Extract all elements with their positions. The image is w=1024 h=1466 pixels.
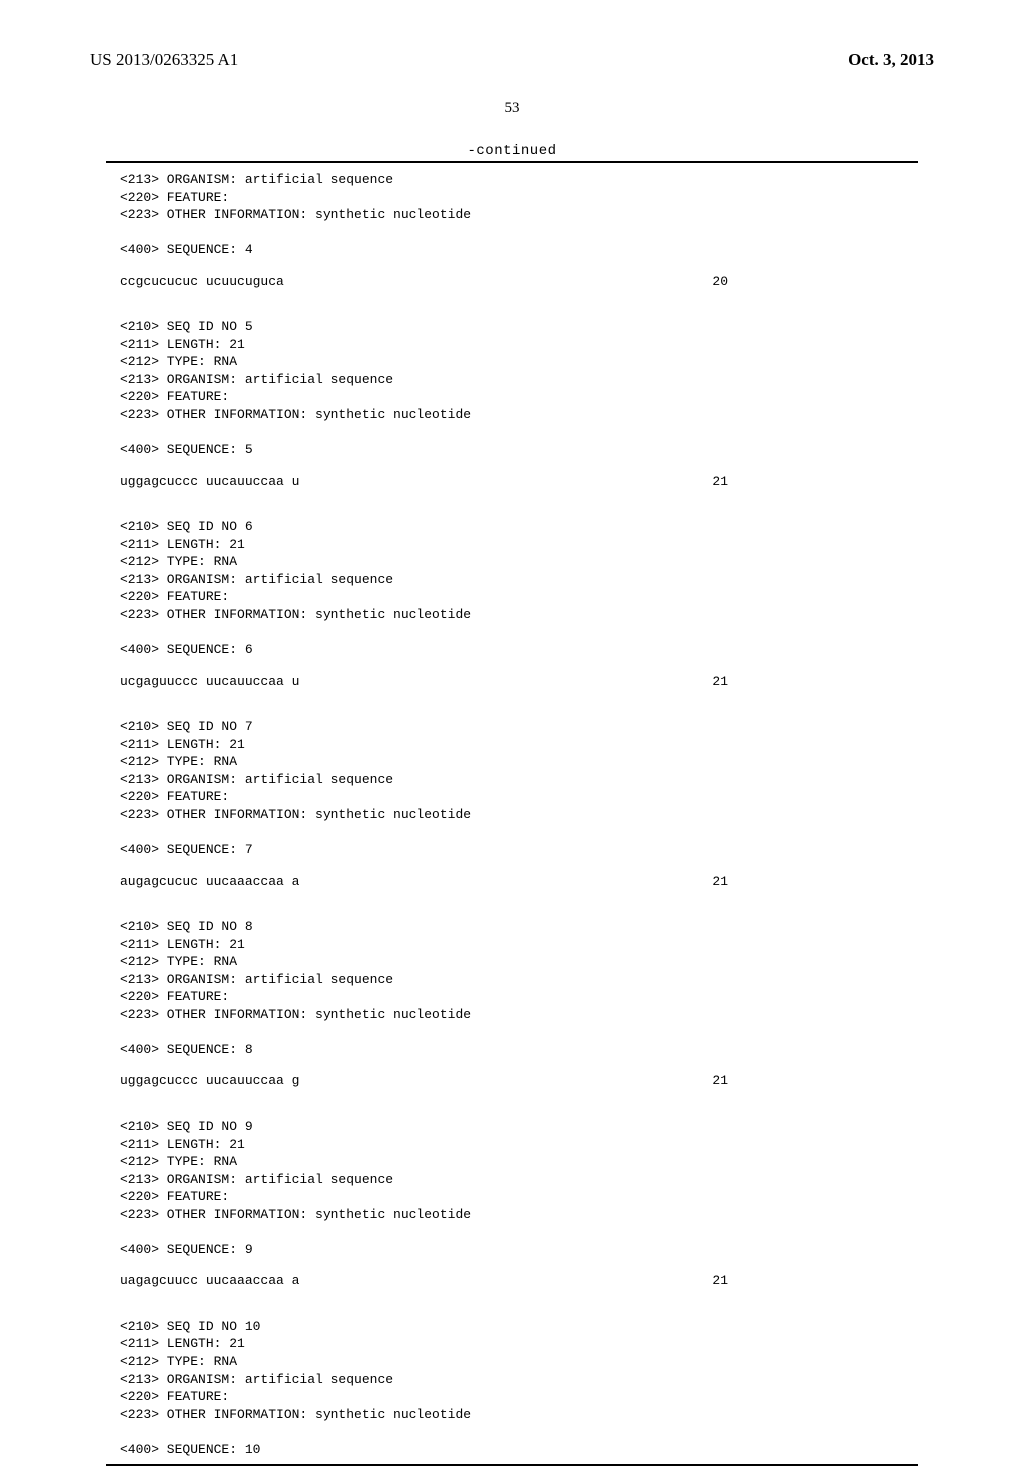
continued-label: -continued xyxy=(90,143,934,159)
seq-length: 21 xyxy=(712,1272,728,1290)
seq-meta-8: <210> SEQ ID NO 8 <211> LENGTH: 21 <212>… xyxy=(120,918,918,1058)
seq-length: 21 xyxy=(712,673,728,691)
seq-meta-5: <210> SEQ ID NO 5 <211> LENGTH: 21 <212>… xyxy=(120,318,918,458)
seq-length: 21 xyxy=(712,473,728,491)
seq-length: 21 xyxy=(712,873,728,891)
publication-date: Oct. 3, 2013 xyxy=(848,50,934,70)
seq-row: uggagcuccc uucauuccaa g 21 xyxy=(120,1072,728,1090)
page-container: US 2013/0263325 A1 Oct. 3, 2013 53 -cont… xyxy=(0,0,1024,1320)
page-number: 53 xyxy=(90,100,934,117)
seq-length: 21 xyxy=(712,1072,728,1090)
seq-meta-7: <210> SEQ ID NO 7 <211> LENGTH: 21 <212>… xyxy=(120,718,918,858)
publication-number: US 2013/0263325 A1 xyxy=(90,50,238,70)
seq-text: ucgaguuccc uucauuccaa u xyxy=(120,673,299,691)
seq-text: uggagcuccc uucauuccaa g xyxy=(120,1072,299,1090)
seq-text: uagagcuucc uucaaaccaa a xyxy=(120,1272,299,1290)
seq-row: augagcucuc uucaaaccaa a 21 xyxy=(120,873,728,891)
seq-row: ccgcucucuc ucuucuguca 20 xyxy=(120,273,728,291)
seq-meta-4: <213> ORGANISM: artificial sequence <220… xyxy=(120,171,918,259)
seq-row: ucgaguuccc uucauuccaa u 21 xyxy=(120,673,728,691)
page-header: US 2013/0263325 A1 Oct. 3, 2013 xyxy=(90,50,934,70)
seq-meta-10: <210> SEQ ID NO 10 <211> LENGTH: 21 <212… xyxy=(120,1318,918,1458)
seq-meta-9: <210> SEQ ID NO 9 <211> LENGTH: 21 <212>… xyxy=(120,1118,918,1258)
seq-text: uggagcuccc uucauuccaa u xyxy=(120,473,299,491)
seq-text: augagcucuc uucaaaccaa a xyxy=(120,873,299,891)
sequence-listing-block: <213> ORGANISM: artificial sequence <220… xyxy=(106,161,918,1466)
seq-text: ccgcucucuc ucuucuguca xyxy=(120,273,284,291)
seq-row: uagagcuucc uucaaaccaa a 21 xyxy=(120,1272,728,1290)
seq-row: uggagcuccc uucauuccaa u 21 xyxy=(120,473,728,491)
seq-length: 20 xyxy=(712,273,728,291)
seq-meta-6: <210> SEQ ID NO 6 <211> LENGTH: 21 <212>… xyxy=(120,518,918,658)
